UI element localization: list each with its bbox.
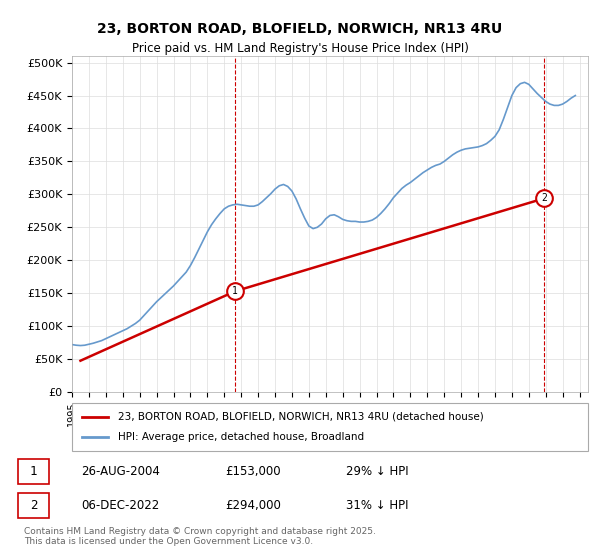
Text: 23, BORTON ROAD, BLOFIELD, NORWICH, NR13 4RU (detached house): 23, BORTON ROAD, BLOFIELD, NORWICH, NR13… (118, 412, 484, 422)
Text: 1: 1 (30, 465, 37, 478)
Text: 2: 2 (541, 193, 547, 203)
Text: 26-AUG-2004: 26-AUG-2004 (81, 465, 160, 478)
FancyBboxPatch shape (72, 403, 588, 451)
FancyBboxPatch shape (18, 459, 49, 484)
FancyBboxPatch shape (18, 493, 49, 518)
Text: 31% ↓ HPI: 31% ↓ HPI (346, 499, 409, 512)
Text: HPI: Average price, detached house, Broadland: HPI: Average price, detached house, Broa… (118, 432, 365, 442)
Text: 23, BORTON ROAD, BLOFIELD, NORWICH, NR13 4RU: 23, BORTON ROAD, BLOFIELD, NORWICH, NR13… (97, 22, 503, 36)
Text: Price paid vs. HM Land Registry's House Price Index (HPI): Price paid vs. HM Land Registry's House … (131, 42, 469, 55)
Text: £153,000: £153,000 (225, 465, 281, 478)
Text: 29% ↓ HPI: 29% ↓ HPI (346, 465, 409, 478)
Text: 06-DEC-2022: 06-DEC-2022 (81, 499, 160, 512)
Text: £294,000: £294,000 (225, 499, 281, 512)
Text: 2: 2 (30, 499, 37, 512)
Text: 1: 1 (232, 286, 238, 296)
Text: Contains HM Land Registry data © Crown copyright and database right 2025.
This d: Contains HM Land Registry data © Crown c… (24, 526, 376, 546)
